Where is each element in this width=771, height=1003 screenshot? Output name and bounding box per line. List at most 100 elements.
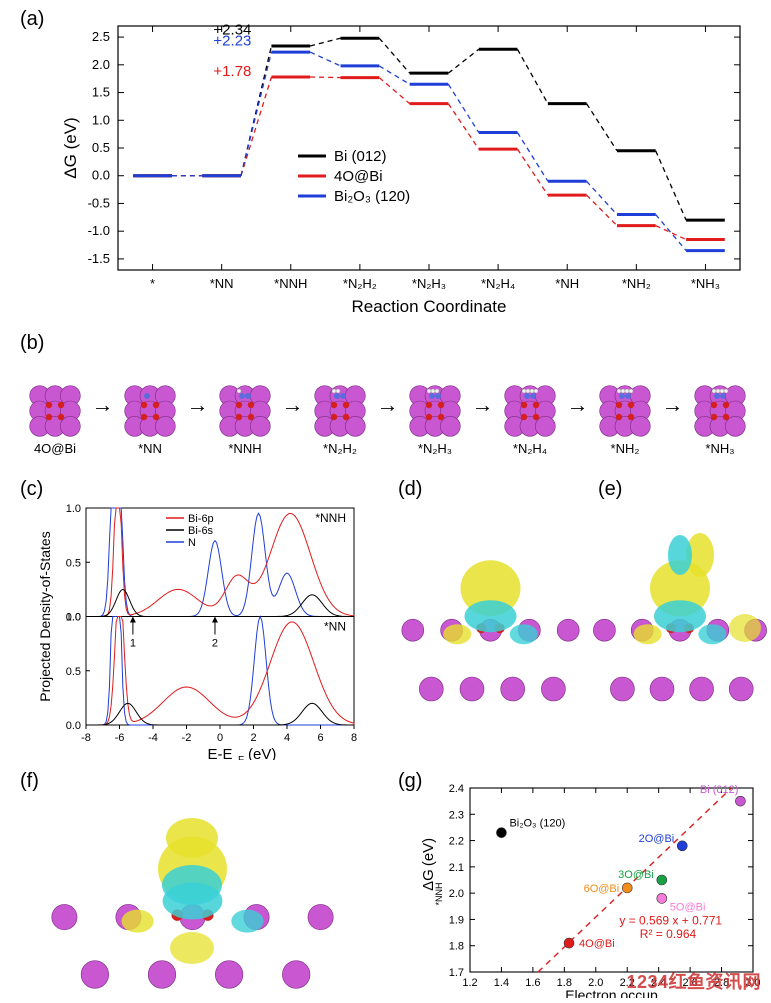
svg-text:2O@Bi: 2O@Bi [639, 833, 675, 845]
svg-text:-6: -6 [115, 732, 125, 744]
panel-a-label: (a) [20, 8, 44, 31]
chart-c: 0.00.51.0*NNH0.00.51.0*NN-8-6-4-202468Bi… [32, 500, 362, 760]
svg-text:Reaction Coordinate: Reaction Coordinate [352, 297, 507, 316]
svg-text:1.9: 1.9 [449, 914, 464, 926]
svg-text:*N₂H₄: *N₂H₄ [481, 276, 515, 291]
svg-text:*NH₃: *NH₃ [691, 276, 720, 291]
svg-text:2.2: 2.2 [449, 836, 464, 848]
molecule-step: *N₂H₂ [305, 375, 375, 456]
molecule-label: *NH₃ [705, 441, 734, 456]
svg-text:2: 2 [250, 732, 256, 744]
svg-text:Projected Density-of-States: Projected Density-of-States [37, 531, 53, 701]
svg-text:(eV): (eV) [248, 746, 276, 760]
svg-text:2.1: 2.1 [449, 862, 464, 874]
panel-f-label: (f) [20, 770, 39, 793]
svg-text:y = 0.569 x + 0.771: y = 0.569 x + 0.771 [619, 914, 722, 928]
molecule-label: *NH₂ [611, 441, 640, 456]
molecule-label: *N₂H₄ [513, 441, 547, 456]
svg-text:(eV): (eV) [420, 838, 437, 866]
svg-text:1.5: 1.5 [92, 85, 110, 100]
svg-text:2.0: 2.0 [449, 888, 464, 900]
svg-text:*NNH: *NNH [274, 276, 307, 291]
svg-text:1.4: 1.4 [494, 977, 509, 989]
panel-e [590, 500, 770, 710]
chart-a: -1.5 -1.0 -0.5 0.0 0.5 1.0 1.5 2.0 2.5 * *NN *NNH *N… [60, 12, 750, 322]
arrow-icon: → [662, 392, 684, 418]
svg-text:+1.78: +1.78 [213, 63, 251, 80]
svg-text:*N₂H₃: *N₂H₃ [412, 276, 446, 291]
svg-text:2: 2 [212, 638, 218, 650]
svg-text:4O@Bi: 4O@Bi [579, 938, 615, 950]
svg-text:5O@Bi: 5O@Bi [670, 901, 706, 913]
svg-text:0.5: 0.5 [66, 557, 81, 569]
svg-text:E-E: E-E [207, 746, 232, 760]
svg-text:2.4: 2.4 [449, 783, 464, 795]
svg-text:1: 1 [130, 638, 136, 650]
svg-text:0.0: 0.0 [66, 720, 81, 732]
molecule-label: *NN [138, 441, 162, 456]
svg-text:-1.5: -1.5 [88, 251, 110, 266]
svg-text:6: 6 [317, 732, 323, 744]
svg-text:Bi₂O₃ (120): Bi₂O₃ (120) [334, 188, 410, 205]
svg-text:6O@Bi: 6O@Bi [584, 883, 620, 895]
svg-text:N: N [188, 537, 196, 549]
panel-c-label: (c) [20, 478, 43, 501]
svg-text:1.0: 1.0 [92, 112, 110, 127]
svg-text:*NNH: *NNH [434, 882, 444, 905]
svg-text:0.5: 0.5 [66, 666, 81, 678]
svg-text:-8: -8 [81, 732, 91, 744]
svg-text:*NN: *NN [324, 620, 346, 634]
svg-text:1.0: 1.0 [66, 612, 81, 624]
molecule-step: *NH₃ [685, 375, 755, 456]
svg-text:*NNH: *NNH [315, 511, 346, 525]
svg-text:*NN: *NN [210, 276, 234, 291]
molecule-step: *NH₂ [590, 375, 660, 456]
svg-text:-2: -2 [182, 732, 192, 744]
molecule-step: *NN [115, 375, 185, 456]
svg-text:Bi (012): Bi (012) [700, 784, 739, 796]
svg-text:Bi-6s: Bi-6s [188, 525, 214, 537]
svg-text:1.8: 1.8 [449, 941, 464, 953]
svg-text:-1.0: -1.0 [88, 223, 110, 238]
chart-g: 1.21.41.61.82.02.22.42.62.83.01.71.81.92… [415, 780, 760, 998]
svg-text:1.2: 1.2 [462, 977, 477, 989]
molecule-label: *N₂H₂ [323, 441, 357, 456]
svg-text:2.0: 2.0 [92, 57, 110, 72]
molecule-step: *N₂H₃ [400, 375, 470, 456]
svg-text:1.6: 1.6 [525, 977, 540, 989]
panel-b-label: (b) [20, 332, 44, 355]
molecule-label: *N₂H₃ [418, 441, 452, 456]
svg-text:F: F [238, 755, 244, 760]
svg-text:-0.5: -0.5 [88, 195, 110, 210]
svg-text:*NH: *NH [555, 276, 579, 291]
svg-text:4: 4 [284, 732, 290, 744]
svg-text:Bi₂O₃ (120): Bi₂O₃ (120) [509, 818, 565, 830]
svg-text:0.5: 0.5 [92, 140, 110, 155]
svg-text:2.5: 2.5 [92, 29, 110, 44]
svg-text:-4: -4 [148, 732, 158, 744]
svg-text:1.7: 1.7 [449, 967, 464, 979]
molecule-label: *NNH [228, 441, 261, 456]
panel-d-label: (d) [398, 478, 422, 501]
molecule-label: 4O@Bi [34, 441, 76, 456]
svg-text:*N₂H₂: *N₂H₂ [343, 276, 377, 291]
arrow-icon: → [187, 392, 209, 418]
panel-b-molecules: 4O@Bi→*NN→*NNH→*N₂H₂→*N₂H₃→*N₂H₄→*NH₂→*N… [20, 360, 755, 470]
molecule-step: *N₂H₄ [495, 375, 565, 456]
panel-f [40, 790, 345, 995]
svg-text:0.0: 0.0 [92, 168, 110, 183]
arrow-icon: → [92, 392, 114, 418]
arrow-icon: → [377, 392, 399, 418]
svg-text:0: 0 [217, 732, 223, 744]
svg-text:*: * [150, 276, 155, 291]
arrow-icon: → [567, 392, 589, 418]
arrow-icon: → [282, 392, 304, 418]
svg-text:1.0: 1.0 [66, 503, 81, 515]
watermark: 1234红鱼资讯网 [626, 968, 761, 994]
svg-text:*NH₂: *NH₂ [622, 276, 651, 291]
svg-text:ΔG (eV): ΔG (eV) [61, 117, 80, 178]
panel-d [398, 500, 583, 710]
svg-text:Bi-6p: Bi-6p [188, 513, 214, 525]
molecule-step: 4O@Bi [20, 375, 90, 456]
svg-text:R² = 0.964: R² = 0.964 [640, 927, 697, 941]
